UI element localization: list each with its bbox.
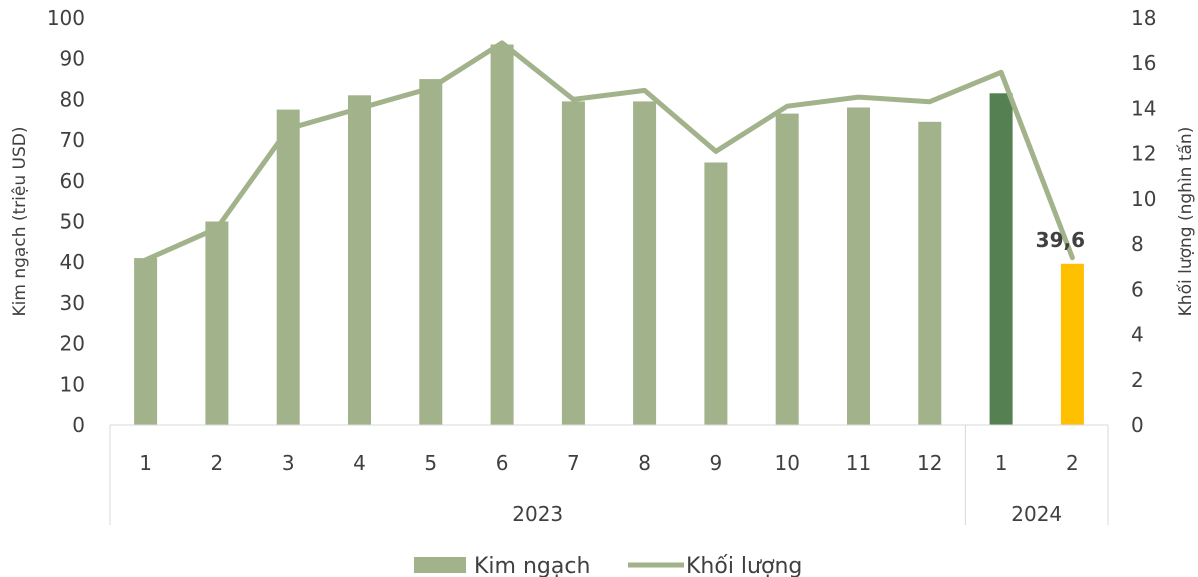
y-right-tick-4: 4 (1131, 323, 1144, 347)
bar-kim-ngach-3 (276, 109, 300, 425)
y-right-tick-12: 12 (1131, 142, 1156, 166)
bar-kim-ngach-9 (704, 162, 728, 425)
y-right-tick-6: 6 (1131, 277, 1144, 301)
y-right-tick-16: 16 (1131, 51, 1156, 75)
y-right-tick-10: 10 (1131, 187, 1156, 211)
x-tick-label-1: 1 (139, 451, 152, 475)
y-left-tick-40: 40 (60, 250, 85, 274)
x-tick-label-2: 2 (211, 451, 224, 475)
y-left-tick-10: 10 (60, 372, 85, 396)
x-tick-label-6: 6 (496, 451, 509, 475)
legend-label-bar: Kim ngạch (474, 554, 590, 577)
bar-kim-ngach-6 (490, 44, 514, 425)
y-left-tick-70: 70 (60, 128, 85, 152)
x-group-label-2024: 2024 (1011, 502, 1062, 526)
x-group-label-2023: 2023 (512, 502, 563, 526)
y-left-tick-20: 20 (60, 332, 85, 356)
bar-kim-ngach-4 (348, 95, 371, 426)
y-right-tick-2: 2 (1131, 368, 1144, 392)
x-tick-label-10: 10 (774, 451, 799, 475)
legend-swatch-bar (414, 557, 466, 573)
y-right-tick-14: 14 (1131, 96, 1156, 120)
y-right-tick-18: 18 (1131, 6, 1156, 30)
x-tick-label-8: 8 (638, 451, 651, 475)
line-khoi-luong (143, 40, 1075, 263)
bar-kim-ngach-14 (1060, 263, 1084, 425)
legend: Kim ngạch Khối lượng (414, 554, 802, 577)
y-left-tick-0: 0 (72, 413, 85, 437)
data-labels: 39,6 (1036, 228, 1085, 252)
bar-kim-ngach-10 (775, 113, 799, 425)
x-tick-label-9: 9 (710, 451, 723, 475)
x-tick-label-13: 1 (995, 451, 1008, 475)
y-right-axis-title: Khối lượng (nghìn tấn) (1175, 127, 1196, 317)
bar-series (134, 44, 1084, 426)
y-left-tick-60: 60 (60, 169, 85, 193)
x-tick-label-12: 12 (917, 451, 942, 475)
y-left-tick-30: 30 (60, 291, 85, 315)
x-tick-label-7: 7 (567, 451, 580, 475)
x-tick-label-14: 2 (1066, 451, 1079, 475)
y-left-tick-90: 90 (60, 47, 85, 71)
x-tick-label-4: 4 (353, 451, 366, 475)
bar-kim-ngach-11 (847, 107, 870, 425)
bar-kim-ngach-8 (633, 101, 657, 426)
y-left-tick-50: 50 (60, 210, 85, 234)
y-left-axis-title: Kim ngạch (triệu USD) (10, 127, 30, 317)
y-right-tick-8: 8 (1131, 232, 1144, 256)
x-tick-label-5: 5 (424, 451, 437, 475)
line-series (143, 40, 1075, 263)
y-left-tick-80: 80 (60, 87, 85, 111)
y-left-tick-100: 100 (47, 6, 85, 30)
y-right-tick-0: 0 (1131, 413, 1144, 437)
bar-kim-ngach-1 (134, 258, 158, 425)
bar-kim-ngach-12 (918, 121, 942, 426)
bar-kim-ngach-5 (419, 79, 443, 425)
legend-label-line: Khối lượng (686, 554, 802, 577)
x-tick-label-11: 11 (846, 451, 871, 475)
bar-kim-ngach-2 (205, 221, 229, 425)
bar-kim-ngach-7 (561, 101, 585, 426)
data-label-14: 39,6 (1036, 228, 1085, 252)
x-tick-label-3: 3 (282, 451, 295, 475)
bar-kim-ngach-13 (989, 93, 1013, 426)
